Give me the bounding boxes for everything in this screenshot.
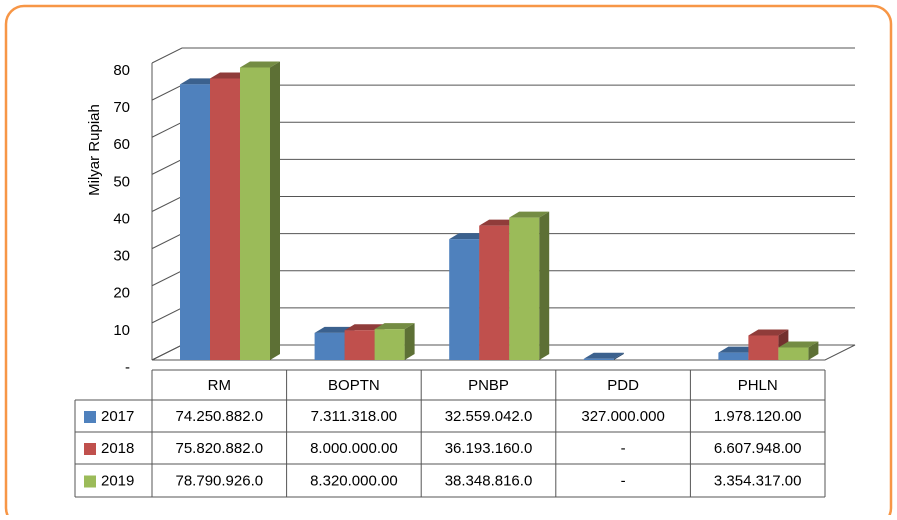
bar [240, 61, 280, 361]
bar-top [344, 324, 385, 331]
y-tick-label: 20 [113, 285, 130, 302]
bar [374, 323, 415, 360]
bar-front [778, 347, 809, 360]
x-tick-label: PDD [607, 377, 639, 394]
bar-front [479, 225, 510, 360]
bar-front [374, 329, 405, 360]
legend-swatch [84, 443, 96, 455]
bar-top [583, 352, 624, 359]
bar-side [404, 323, 415, 360]
bar-side [808, 341, 819, 360]
bar [509, 211, 550, 360]
bar-top [778, 341, 819, 348]
x-tick-label: PNBP [468, 377, 509, 394]
table-cell: 8.000.000.00 [310, 440, 398, 457]
bar [583, 352, 624, 360]
legend-swatch [84, 475, 96, 488]
bar-front [314, 332, 345, 360]
table-cell: 7.311.318.00 [311, 408, 397, 425]
legend-label: 2017 [101, 408, 134, 425]
table-cell: 6.607.948.00 [714, 440, 802, 457]
bar-front [210, 78, 240, 360]
y-tick-label: 70 [113, 99, 130, 116]
table-cell: - [621, 472, 626, 489]
frame [4, 4, 893, 520]
bar-side [539, 211, 550, 360]
table-cell: 8.320.000.00 [310, 472, 398, 489]
bar-side [270, 61, 280, 361]
table-cell: 327.000.000 [581, 408, 664, 425]
table-cell: 74.250.882.0 [176, 408, 264, 425]
y-tick-label: 10 [113, 322, 130, 339]
table-cell: 1.978.120.00 [714, 408, 802, 425]
grid-line [151, 47, 855, 64]
table-cell: 36.193.160.0 [445, 440, 533, 457]
legend-swatch [84, 411, 96, 423]
bar-front [509, 217, 540, 360]
y-tick-label: 80 [113, 62, 130, 79]
y-tick-label: 30 [113, 248, 130, 265]
bar-front [748, 335, 779, 360]
bar-front [583, 358, 614, 360]
bar-front [718, 352, 749, 360]
y-tick-label: 40 [113, 210, 130, 227]
bar-front [344, 330, 375, 360]
bar-top [748, 329, 789, 336]
table-cell: 78.790.926.0 [176, 472, 264, 489]
bar-front [449, 239, 480, 360]
table-cell: 32.559.042.0 [445, 408, 533, 425]
table-cell: 75.820.882.0 [176, 440, 264, 457]
bar-top [509, 211, 550, 218]
table-cell: 38.348.816.0 [445, 472, 533, 489]
y-tick-label: 50 [113, 173, 130, 190]
bar-top [240, 61, 280, 68]
bar-front [240, 67, 270, 361]
y-axis-label: Milyar Rupiah [86, 104, 103, 196]
table-cell: - [621, 440, 626, 457]
y-tick-label: 60 [113, 136, 130, 153]
bar [778, 341, 819, 360]
bar-front [180, 84, 210, 360]
x-tick-label: PHLN [738, 377, 778, 394]
legend-label: 2019 [101, 472, 134, 489]
bar-side [613, 352, 624, 360]
legend-label: 2018 [101, 440, 134, 457]
table-cell: 3.354.317.00 [714, 472, 802, 489]
x-tick-label: BOPTN [328, 377, 380, 394]
x-tick-label: RM [208, 377, 231, 394]
bar-top [374, 323, 415, 330]
y-tick-label: - [125, 359, 130, 376]
